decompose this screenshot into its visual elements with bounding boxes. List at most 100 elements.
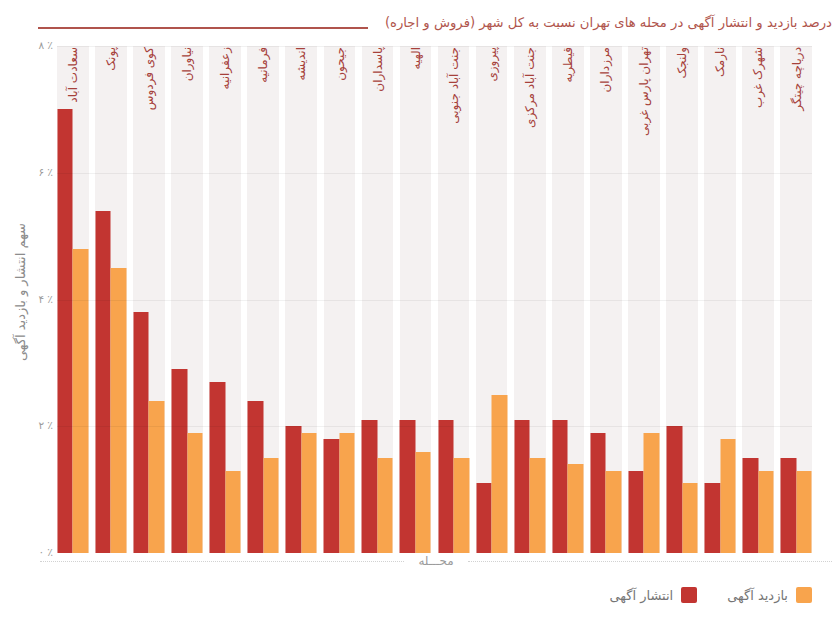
view-bar[interactable] <box>377 458 393 553</box>
view-bar[interactable] <box>568 464 584 553</box>
x-axis-line-right <box>468 561 832 562</box>
publish-bar[interactable] <box>705 483 721 553</box>
bar-group <box>172 369 203 553</box>
legend-swatch <box>681 587 697 603</box>
publish-bar[interactable] <box>133 312 149 553</box>
category-label: جیحون <box>332 47 346 81</box>
legend-label: بازدید آگهی <box>727 588 788 603</box>
view-bar[interactable] <box>225 471 241 553</box>
y-tick-label: ۴ ٪ <box>0 293 53 305</box>
view-bar[interactable] <box>149 401 165 553</box>
bar-group <box>476 395 507 553</box>
view-bar[interactable] <box>606 471 622 553</box>
category-label: دریاچه چیتگر <box>789 47 803 111</box>
view-bar[interactable] <box>339 433 355 553</box>
publish-bar[interactable] <box>438 420 454 553</box>
publish-bar[interactable] <box>210 382 226 553</box>
publish-bar[interactable] <box>476 483 492 553</box>
bar-group <box>552 420 583 553</box>
legend-item[interactable]: بازدید آگهی <box>727 587 812 603</box>
view-bar[interactable] <box>796 471 812 553</box>
publish-bar[interactable] <box>400 420 416 553</box>
view-bar[interactable] <box>301 433 317 553</box>
category-label: الهیه <box>409 47 423 70</box>
bar-group <box>705 439 736 553</box>
publish-bar[interactable] <box>781 458 797 553</box>
bar-group <box>286 426 317 553</box>
view-bar[interactable] <box>758 471 774 553</box>
bar-group <box>133 312 164 553</box>
bar-group <box>590 433 621 553</box>
publish-bar[interactable] <box>286 426 302 553</box>
view-bar[interactable] <box>415 452 431 553</box>
chart-page: درصد بازدید و انتشار آگهی در محله های ته… <box>0 0 839 626</box>
gridline-6-percent <box>57 173 812 174</box>
category-label: جنت آباد مرکزی <box>523 47 537 128</box>
bar-group <box>362 420 393 553</box>
publish-bar[interactable] <box>57 109 73 553</box>
bar-group <box>514 420 545 553</box>
view-bar[interactable] <box>263 458 279 553</box>
publish-bar[interactable] <box>667 426 683 553</box>
x-axis: محـــله <box>40 555 832 567</box>
category-label: زعفرانیه <box>218 47 232 89</box>
category-label: پونک <box>104 47 118 71</box>
bar-group <box>324 433 355 553</box>
legend-swatch <box>796 587 812 603</box>
gridline-2-percent <box>57 426 812 427</box>
view-bar[interactable] <box>73 249 89 553</box>
y-tick-label: ۲ ٪ <box>0 419 53 431</box>
publish-bar[interactable] <box>628 471 644 553</box>
publish-bar[interactable] <box>248 401 264 553</box>
bar-group <box>438 420 469 553</box>
publish-bar[interactable] <box>324 439 340 553</box>
view-bar[interactable] <box>111 268 127 553</box>
publish-bar[interactable] <box>552 420 568 553</box>
publish-bar[interactable] <box>362 420 378 553</box>
publish-bar[interactable] <box>172 369 188 553</box>
category-label: شهرک غرب <box>751 47 765 108</box>
category-label: تهران پارس غربی <box>637 47 651 136</box>
view-bar[interactable] <box>454 458 470 553</box>
view-bar[interactable] <box>530 458 546 553</box>
bar-group <box>248 401 279 553</box>
gridline-4-percent <box>57 300 812 301</box>
view-bar[interactable] <box>720 439 736 553</box>
view-bar[interactable] <box>187 433 203 553</box>
bar-group <box>95 211 126 553</box>
bar-group <box>743 458 774 553</box>
bar-group <box>628 433 659 553</box>
x-axis-title: محـــله <box>404 554 467 568</box>
bar-group <box>210 382 241 553</box>
x-axis-line-left <box>40 561 404 562</box>
category-label: فرمانیه <box>256 47 270 83</box>
title-underline <box>38 27 368 29</box>
gridline-8-percent <box>57 46 812 47</box>
category-label: سعادت آباد <box>66 47 80 103</box>
category-label: اندیشه <box>294 47 308 80</box>
view-bar[interactable] <box>682 483 698 553</box>
category-label: نیاوران <box>180 47 194 81</box>
category-label: جنت آباد جنوبی <box>447 47 461 124</box>
view-bar[interactable] <box>492 395 508 553</box>
category-label: پیروزی <box>485 47 499 82</box>
plot-area: سعادت آباد پونک کوی فردوس نیاوران زعفرانیه فر… <box>57 46 812 553</box>
bar-group <box>57 109 88 553</box>
category-label: مرزداران <box>599 47 613 92</box>
category-label: پاسداران <box>370 47 384 92</box>
y-tick-label: ۸ ٪ <box>0 39 53 51</box>
publish-bar[interactable] <box>514 420 530 553</box>
legend-item[interactable]: انتشار آگهی <box>609 587 697 603</box>
category-label: قیطریه <box>561 47 575 83</box>
publish-bar[interactable] <box>95 211 111 553</box>
view-bar[interactable] <box>644 433 660 553</box>
bar-group <box>781 458 812 553</box>
chart-title: درصد بازدید و انتشار آگهی در محله های ته… <box>385 15 832 30</box>
category-label: کوی فردوس <box>142 47 156 110</box>
publish-bar[interactable] <box>590 433 606 553</box>
legend: بازدید آگهی انتشار آگهی <box>609 587 812 603</box>
category-label: نارمک <box>713 47 727 77</box>
legend-label: انتشار آگهی <box>609 588 673 603</box>
category-label: ولنجک <box>675 47 689 79</box>
publish-bar[interactable] <box>743 458 759 553</box>
